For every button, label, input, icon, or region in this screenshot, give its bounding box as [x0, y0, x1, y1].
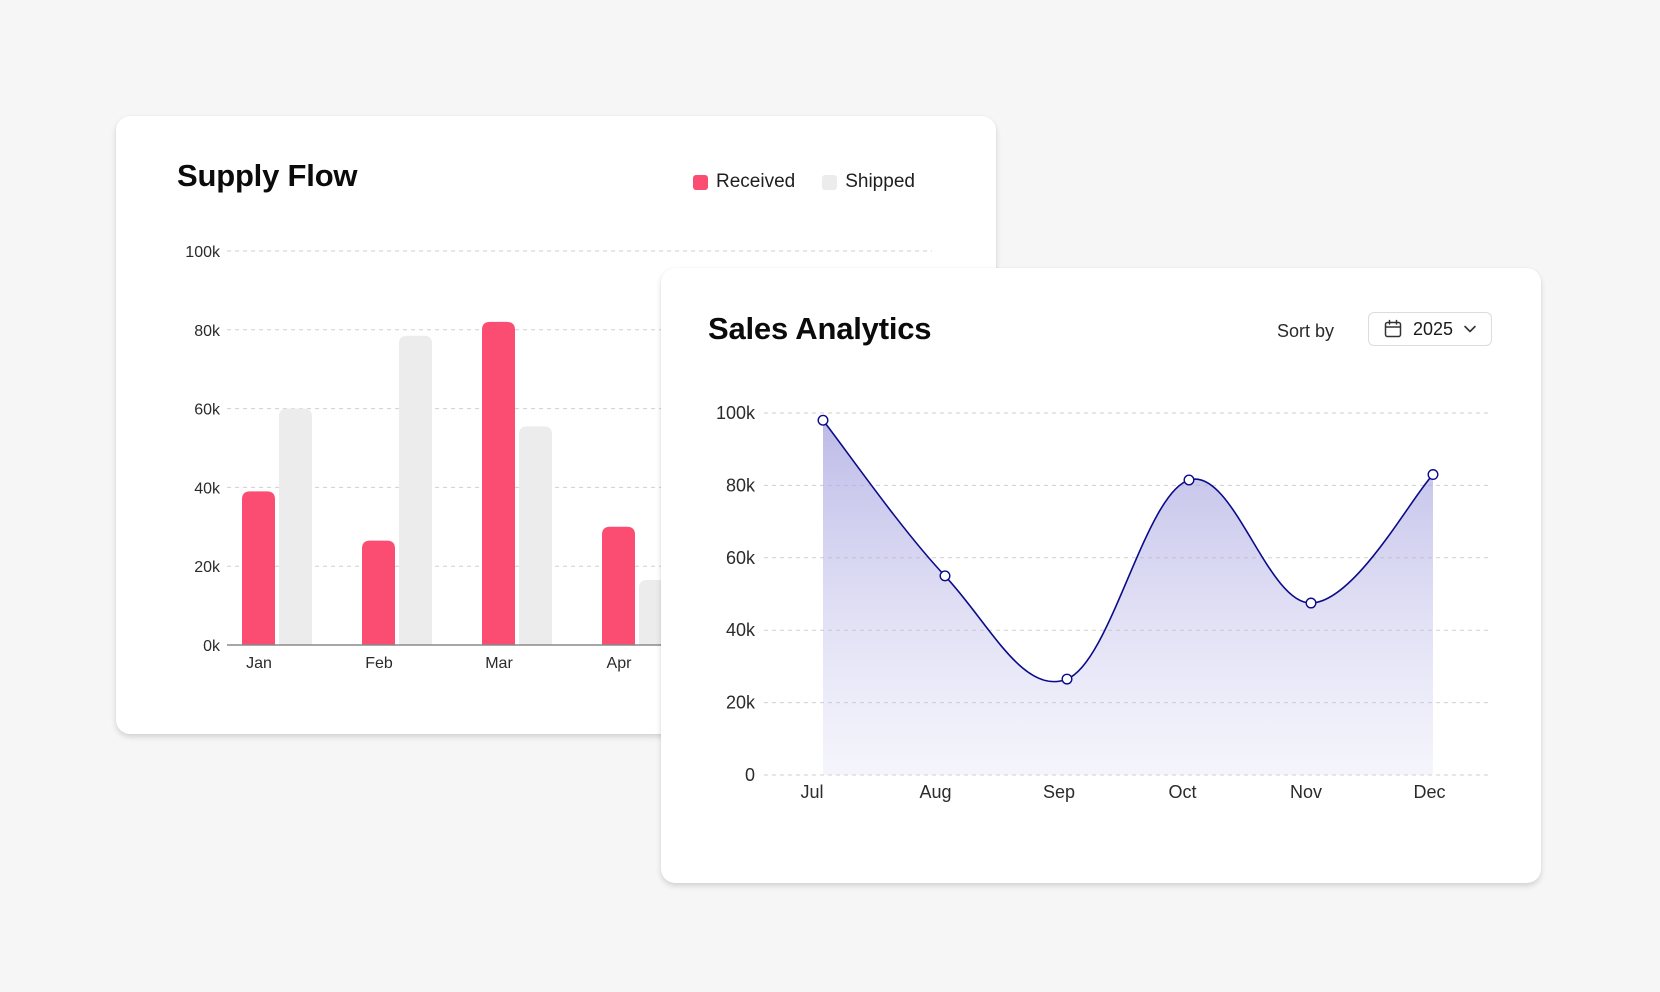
- bar-shipped[interactable]: [519, 426, 552, 645]
- legend-swatch-shipped: [822, 174, 838, 190]
- sort-by-label: Sort by: [1277, 321, 1335, 341]
- legend-label-shipped: Shipped: [845, 171, 915, 192]
- x-tick-label: Jul: [800, 782, 823, 802]
- calendar-icon: [1383, 319, 1403, 339]
- y-tick-label: 60k: [194, 402, 221, 419]
- y-tick-label: 80k: [726, 475, 756, 495]
- legend-label-received: Received: [716, 171, 796, 192]
- y-tick-label: 20k: [194, 559, 221, 576]
- legend-item-shipped[interactable]: Shipped: [822, 171, 915, 193]
- bar-shipped[interactable]: [279, 408, 312, 645]
- legend-item-received[interactable]: Received: [693, 171, 795, 193]
- data-point[interactable]: [1305, 597, 1317, 609]
- y-tick-label: 0k: [203, 638, 221, 655]
- bar-shipped[interactable]: [399, 335, 432, 645]
- bar-received[interactable]: [602, 526, 635, 645]
- y-tick-label: 100k: [185, 244, 221, 261]
- sales-line: [822, 419, 1434, 683]
- chevron-down-icon: [1463, 322, 1477, 336]
- y-tick-label: 40k: [726, 620, 756, 640]
- bar-received[interactable]: [242, 491, 275, 645]
- legend-swatch-received: [693, 174, 708, 190]
- data-point[interactable]: [1061, 673, 1073, 685]
- year-select[interactable]: 2025: [1368, 312, 1492, 346]
- x-tick-label: Aug: [919, 782, 951, 802]
- supply-flow-legend: Received Shipped: [693, 171, 915, 193]
- sales-area-fill: [823, 420, 1433, 775]
- bar-received[interactable]: [362, 540, 395, 645]
- x-tick-label: Dec: [1413, 782, 1445, 802]
- x-tick-label: Oct: [1168, 782, 1196, 802]
- supply-flow-title: Supply Flow: [177, 158, 358, 193]
- x-tick-label: Nov: [1290, 782, 1322, 802]
- year-value: 2025: [1413, 318, 1454, 339]
- y-tick-label: 0: [745, 765, 755, 785]
- x-tick-label: Jan: [246, 655, 272, 672]
- data-point[interactable]: [939, 570, 951, 582]
- x-tick-label: Mar: [485, 655, 513, 672]
- x-tick-label: Feb: [365, 655, 393, 672]
- sales-analytics-card: Sales Analytics Sort by 2025 0 20k 40k 60k 8…: [661, 268, 1541, 883]
- sales-analytics-chart: 0 20k 40k 60k 80k 100k Jul Aug Sep Oct Nov Dec: [716, 403, 1491, 802]
- x-tick-label: Apr: [607, 655, 633, 672]
- data-point[interactable]: [1183, 474, 1195, 486]
- y-tick-label: 40k: [194, 480, 221, 497]
- data-point[interactable]: [1427, 469, 1439, 481]
- y-tick-label: 20k: [726, 693, 756, 713]
- y-tick-label: 100k: [716, 403, 756, 423]
- x-tick-label: Sep: [1043, 782, 1075, 802]
- y-tick-label: 60k: [726, 548, 756, 568]
- bar-received[interactable]: [482, 321, 515, 645]
- data-point[interactable]: [817, 414, 829, 426]
- y-tick-label: 80k: [194, 323, 221, 340]
- sales-analytics-title: Sales Analytics: [708, 311, 932, 346]
